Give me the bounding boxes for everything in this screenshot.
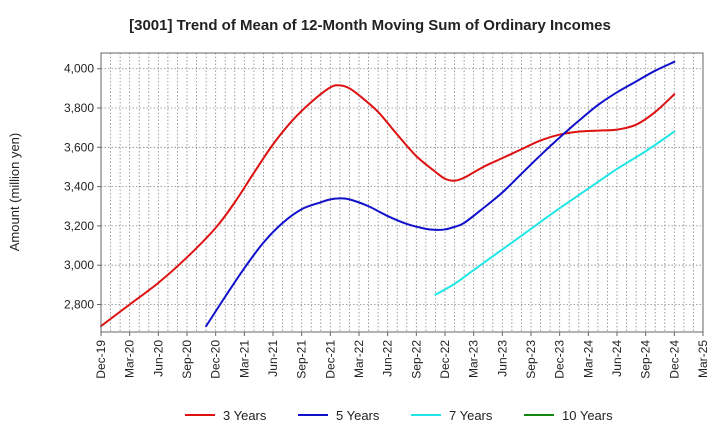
x-tick-label: Jun-22 — [381, 340, 395, 377]
legend: 3 Years 5 Years 7 Years 10 Years — [185, 408, 613, 423]
x-tick-label: Dec-20 — [209, 340, 223, 379]
x-tick-label: Jun-23 — [495, 340, 509, 377]
plot-area — [100, 52, 704, 333]
series-layer — [100, 60, 676, 328]
y-axis-label: Amount (million yen) — [7, 133, 22, 252]
x-tick-label: Sep-23 — [524, 340, 538, 379]
series-line-7-years — [434, 130, 676, 296]
x-tick-label: Dec-19 — [94, 340, 108, 379]
x-tick-label: Mar-20 — [123, 340, 137, 378]
x-tick-label: Mar-23 — [467, 340, 481, 378]
chart-title: [3001] Trend of Mean of 12-Month Moving … — [129, 17, 611, 34]
y-axis-ticks: 2,800 3,000 3,200 3,400 3,600 3,800 4,000 — [64, 62, 101, 311]
x-axis-ticks: Dec-19 Mar-20 Jun-20 Sep-20 Dec-20 Mar-21 Jun-… — [94, 332, 710, 379]
legend-label-5-years: 5 Years — [336, 408, 380, 423]
plot-background — [101, 53, 703, 332]
x-tick-label: Sep-24 — [639, 340, 653, 379]
x-tick-label: Dec-23 — [553, 340, 567, 379]
grid-lines — [101, 53, 703, 332]
y-tick-label: 3,000 — [64, 258, 94, 272]
plot-frame — [100, 52, 704, 333]
legend-label-3-years: 3 Years — [223, 408, 267, 423]
series-line-3-years — [100, 84, 676, 328]
x-tick-label: Sep-22 — [409, 340, 423, 379]
x-tick-label: Jun-21 — [266, 340, 280, 377]
y-tick-label: 3,200 — [64, 219, 94, 233]
legend-label-10-years: 10 Years — [562, 408, 613, 423]
x-tick-label: Mar-22 — [352, 340, 366, 378]
x-tick-label: Mar-21 — [237, 340, 251, 378]
x-tick-label: Dec-24 — [667, 340, 681, 379]
y-tick-label: 4,000 — [64, 62, 94, 76]
y-tick-label: 2,800 — [64, 297, 94, 311]
x-tick-label: Sep-21 — [295, 340, 309, 379]
legend-label-7-years: 7 Years — [449, 408, 493, 423]
x-tick-label: Dec-21 — [323, 340, 337, 379]
series-line-5-years — [205, 60, 676, 328]
x-tick-label: Jun-20 — [151, 340, 165, 377]
y-tick-label: 3,800 — [64, 101, 94, 115]
y-tick-label: 3,600 — [64, 140, 94, 154]
y-tick-label: 3,400 — [64, 180, 94, 194]
x-tick-label: Mar-24 — [581, 340, 595, 378]
x-tick-label: Mar-25 — [696, 340, 710, 378]
x-tick-label: Dec-22 — [438, 340, 452, 379]
x-tick-label: Jun-24 — [610, 340, 624, 377]
x-tick-label: Sep-20 — [180, 340, 194, 379]
